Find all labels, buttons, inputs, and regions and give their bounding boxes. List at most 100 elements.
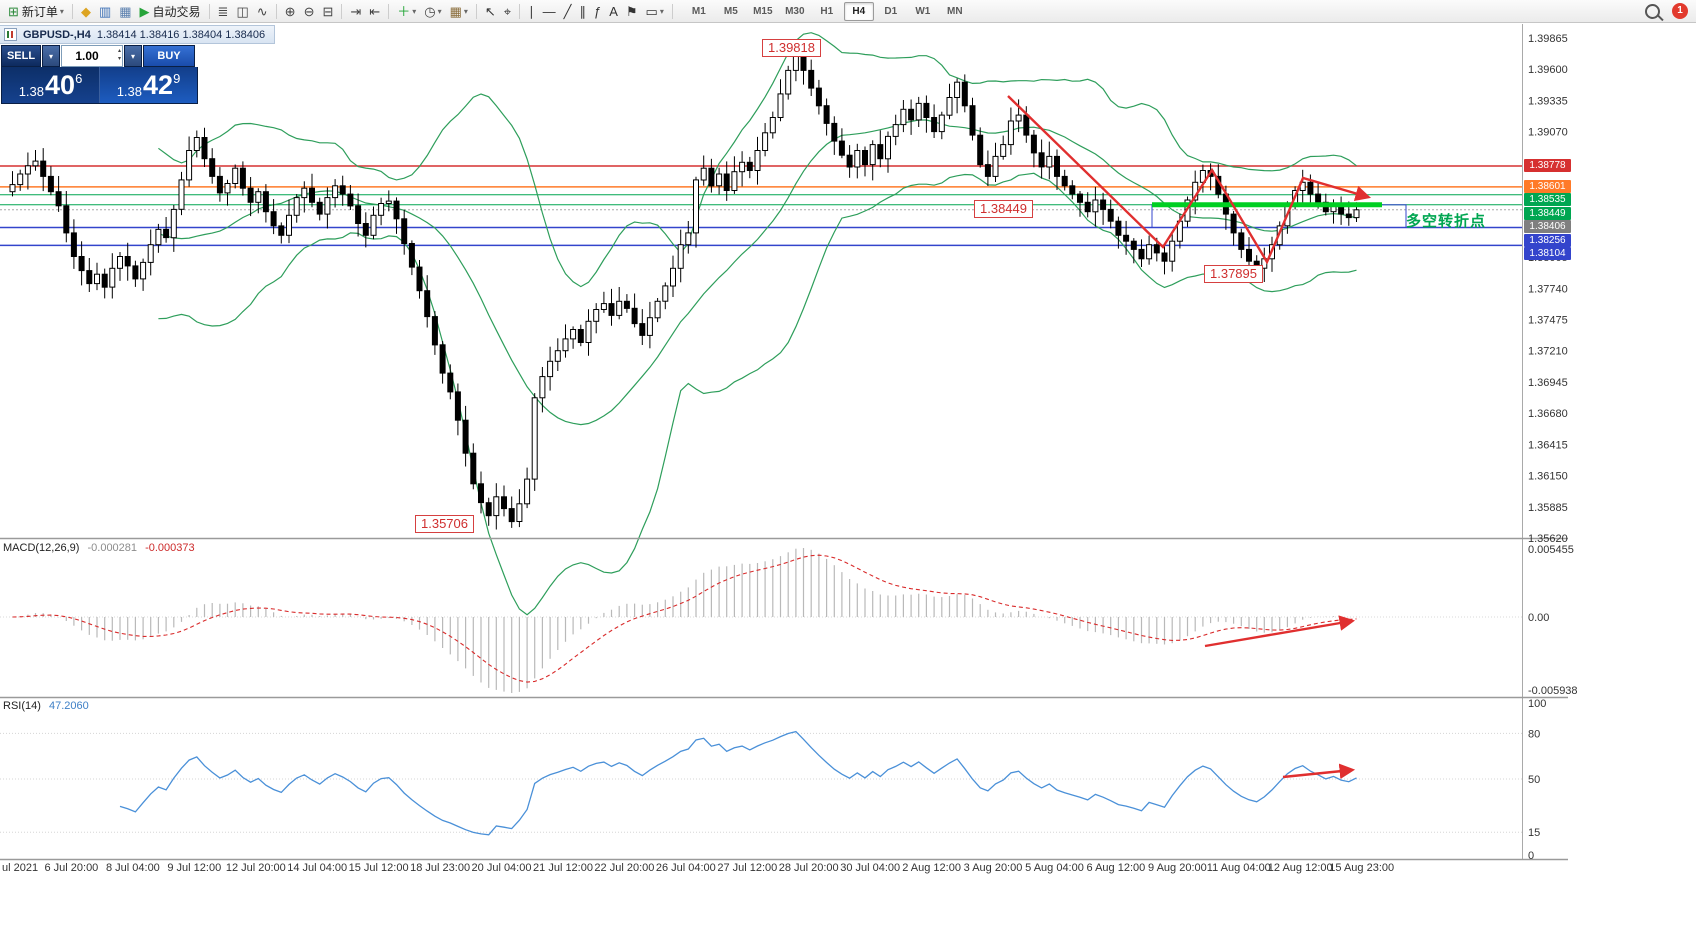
candlestick-chart-button-icon: ◫ <box>236 3 249 19</box>
vertical-line-button[interactable]: ∣ <box>525 2 538 21</box>
timeframe-m15[interactable]: M15 <box>753 5 773 17</box>
sell-options-caret[interactable]: ▾ <box>42 45 60 67</box>
metaeditor-icon[interactable]: ◆ <box>78 2 94 21</box>
channel-button-icon: ∥ <box>579 3 586 19</box>
svg-text:5 Aug 04:00: 5 Aug 04:00 <box>1025 862 1084 874</box>
recent-low-annotation[interactable]: 1.37895 <box>1204 265 1263 283</box>
buy-button[interactable]: BUY <box>143 45 195 67</box>
price-marker-1.38778: 1.38778 <box>1524 159 1571 172</box>
rsi-label: RSI(14) 47.2060 <box>3 700 89 712</box>
search-icon[interactable] <box>1645 3 1660 19</box>
svg-text:1.37210: 1.37210 <box>1528 346 1568 358</box>
buy-price-display[interactable]: 1.38 42 9 <box>100 67 197 103</box>
timeframe-group: M1 M5 M15 M30 H1 H4 D1 W1 MN <box>683 1 971 21</box>
timeframe-mn[interactable]: MN <box>947 5 963 17</box>
major-low-annotation[interactable]: 1.35706 <box>415 515 474 533</box>
svg-text:15 Aug 23:00: 15 Aug 23:00 <box>1329 862 1394 874</box>
buy-options-caret[interactable]: ▾ <box>124 45 142 67</box>
notification-badge[interactable]: 1 <box>1672 3 1688 19</box>
svg-text:1.39070: 1.39070 <box>1528 127 1568 139</box>
new-order-button-icon: ⊞ <box>8 3 19 19</box>
bar-chart-button[interactable]: ≣ <box>215 2 232 21</box>
text-button[interactable]: A <box>606 2 621 21</box>
volume-up-icon[interactable]: ▴ <box>117 48 121 54</box>
timeframe-h4[interactable]: H4 <box>843 1 874 21</box>
text-button-icon: A <box>609 3 618 19</box>
label-button-icon: ⚑ <box>625 3 638 19</box>
pivot-annotation[interactable]: 1.38449 <box>974 200 1033 218</box>
templates-button-icon: ▦ <box>449 3 462 19</box>
fibonacci-button[interactable]: ƒ <box>591 2 604 21</box>
periods-button[interactable]: ◷ ▾ <box>421 2 444 21</box>
chart-window-title[interactable]: GBPUSD-,H4 1.38414 1.38416 1.38404 1.384… <box>0 25 276 44</box>
swing-high-annotation[interactable]: 1.39818 <box>762 39 821 57</box>
candlestick-chart-button[interactable]: ◫ <box>233 2 251 21</box>
periods-button-icon: ◷ <box>424 3 436 19</box>
sell-price-point: 6 <box>75 71 83 86</box>
indicators-button-caret: ▾ <box>412 6 417 16</box>
svg-text:-0.005938: -0.005938 <box>1528 685 1578 697</box>
price-marker-1.38601: 1.38601 <box>1524 179 1571 193</box>
timeframe-m1[interactable]: M1 <box>691 5 706 17</box>
svg-text:1.35885: 1.35885 <box>1528 502 1568 514</box>
ohlc-values: 1.38414 1.38416 1.38404 1.38406 <box>96 28 266 41</box>
timeframe-w1[interactable]: W1 <box>915 5 931 17</box>
cursor-button[interactable]: ↖ <box>482 2 499 21</box>
price-marker-1.38406: 1.38406 <box>1524 220 1571 234</box>
terminal-button[interactable]: ▦ <box>116 2 134 21</box>
line-chart-button[interactable]: ∿ <box>254 2 271 21</box>
svg-text:0.005455: 0.005455 <box>1528 544 1574 556</box>
rsi-value: 47.2060 <box>48 700 89 712</box>
svg-text:21 Jul 12:00: 21 Jul 12:00 <box>533 862 593 874</box>
zoom-in-button[interactable]: ⊕ <box>282 2 299 21</box>
label-button[interactable]: ⚑ <box>623 2 641 21</box>
volume-down-icon[interactable]: ▾ <box>117 56 121 62</box>
shapes-button-icon: ▭ <box>645 3 658 19</box>
toolbar-right-group: 1 <box>1645 3 1692 19</box>
autotrade-button[interactable]: ▶ 自动交易 <box>137 2 204 21</box>
periods-button-caret: ▾ <box>437 6 442 16</box>
svg-text:ul 2021: ul 2021 <box>2 862 38 874</box>
svg-text:1.39335: 1.39335 <box>1528 95 1568 107</box>
timeframe-m30[interactable]: M30 <box>785 5 805 17</box>
volume-field-wrap: ▴ ▾ <box>61 45 123 67</box>
volume-stepper[interactable]: ▴ ▾ <box>118 47 121 63</box>
sell-price-pips: 40 <box>45 70 76 100</box>
toolbar-separator <box>341 3 343 19</box>
templates-button-caret: ▾ <box>463 6 468 16</box>
timeframe-d1[interactable]: D1 <box>884 5 898 17</box>
macd-label: MACD(12,26,9) -0.000281 -0.000373 <box>3 542 195 554</box>
fibonacci-button-icon: ƒ <box>593 3 602 19</box>
channel-button[interactable]: ∥ <box>576 2 589 21</box>
svg-text:26 Jul 04:00: 26 Jul 04:00 <box>656 862 716 874</box>
templates-button[interactable]: ▦ ▾ <box>447 2 471 21</box>
svg-text:9 Aug 20:00: 9 Aug 20:00 <box>1148 862 1207 874</box>
shapes-button[interactable]: ▭ ▾ <box>643 2 667 21</box>
sell-button[interactable]: SELL <box>1 45 41 67</box>
zoom-out-button[interactable]: ⊖ <box>301 2 318 21</box>
new-order-button-label: 新订单 <box>21 4 58 19</box>
svg-text:2 Aug 12:00: 2 Aug 12:00 <box>902 862 961 874</box>
toolbar-separator <box>475 3 477 19</box>
volume-input[interactable] <box>61 45 123 67</box>
rsi-name: RSI(14) <box>3 700 41 712</box>
chart-shift-button[interactable]: ⇤ <box>366 2 383 21</box>
crosshair-button[interactable]: ⌖ <box>501 2 514 21</box>
market-watch-button[interactable]: ▥ <box>96 2 114 21</box>
timeframe-h1[interactable]: H1 <box>820 5 834 17</box>
buy-price-pips: 42 <box>143 70 174 100</box>
auto-scroll-button-icon: ⇥ <box>350 3 362 19</box>
new-order-button[interactable]: ⊞ 新订单 ▾ <box>5 2 67 21</box>
timeframe-m5[interactable]: M5 <box>723 5 738 17</box>
tile-windows-button[interactable]: ⊟ <box>319 2 336 21</box>
cursor-button-icon: ↖ <box>484 3 496 19</box>
pivot-note-text[interactable]: 多空转折点 <box>1406 213 1487 230</box>
sell-price-display[interactable]: 1.38 40 6 <box>2 67 100 103</box>
horizontal-line-button[interactable]: — <box>540 2 559 21</box>
indicators-button[interactable]: ＋ ▾ <box>394 2 419 21</box>
auto-scroll-button[interactable]: ⇥ <box>347 2 364 21</box>
svg-text:8 Jul 04:00: 8 Jul 04:00 <box>106 862 160 874</box>
trendline-button[interactable]: ╱ <box>561 2 575 21</box>
svg-text:15 Jul 12:00: 15 Jul 12:00 <box>349 862 409 874</box>
